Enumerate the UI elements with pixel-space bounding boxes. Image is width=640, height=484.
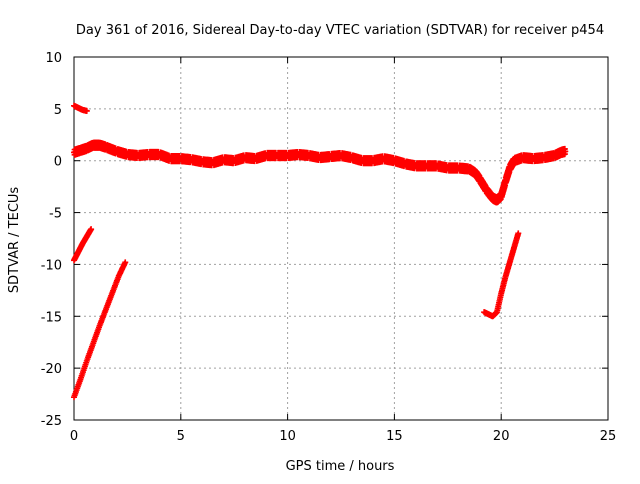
x-tick-label: 10 xyxy=(279,429,296,444)
y-tick-label: -5 xyxy=(49,207,62,222)
x-tick-label: 15 xyxy=(386,429,403,444)
data-point xyxy=(88,226,95,233)
x-tick-label: 25 xyxy=(600,429,617,444)
plot-frame xyxy=(73,56,609,421)
y-tick-label: 5 xyxy=(54,103,62,118)
series-segment-B xyxy=(71,226,95,264)
x-tick-label: 0 xyxy=(70,429,78,444)
y-tick-label: -10 xyxy=(41,258,62,273)
grid xyxy=(74,57,608,420)
data-point xyxy=(562,148,569,155)
x-tick-label: 5 xyxy=(177,429,185,444)
data-point xyxy=(515,230,522,237)
chart-title: Day 361 of 2016, Sidereal Day-to-day VTE… xyxy=(76,23,604,38)
y-tick-label: 10 xyxy=(45,51,62,66)
data-marks xyxy=(71,102,569,401)
axis-ticks: 0 5 10 15 20 25 -25 -20 -15 -10 -5 0 5 10 xyxy=(41,51,617,444)
data-point xyxy=(122,259,129,266)
y-tick-label: -25 xyxy=(41,414,62,429)
series-segment-A xyxy=(71,102,90,114)
y-axis-label: SDTVAR / TECUs xyxy=(7,187,22,294)
series-segment-D xyxy=(481,230,522,320)
series-segment-C xyxy=(71,259,129,401)
y-tick-label: -20 xyxy=(41,362,62,377)
x-axis-label: GPS time / hours xyxy=(286,459,395,474)
series-main-trace xyxy=(71,139,569,206)
y-tick-label: 0 xyxy=(54,155,62,170)
x-tick-label: 20 xyxy=(493,429,510,444)
y-tick-label: -15 xyxy=(41,310,62,325)
data-point xyxy=(83,107,90,114)
